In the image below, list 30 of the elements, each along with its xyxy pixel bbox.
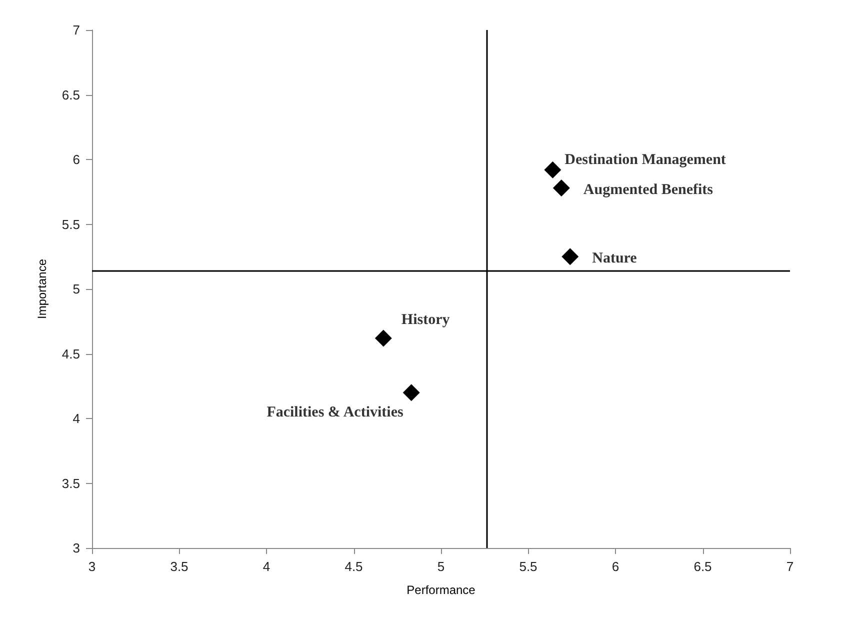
x-tick-label: 5.5 bbox=[519, 559, 538, 574]
x-tick-label: 5 bbox=[437, 559, 445, 574]
y-tick-label: 6.5 bbox=[62, 87, 80, 102]
x-tick-label: 4 bbox=[262, 559, 270, 574]
point bbox=[562, 248, 579, 266]
y-tick-label: 6 bbox=[72, 152, 80, 167]
x-tick-label: 6 bbox=[612, 559, 620, 574]
annotation: History bbox=[401, 312, 450, 328]
x-axis-title: Performance bbox=[406, 583, 476, 597]
x-tick-label: 6.5 bbox=[694, 559, 712, 574]
x-tick-label: 3.5 bbox=[170, 559, 188, 574]
y-tick-label: 3 bbox=[72, 540, 80, 556]
y-tick-label: 5 bbox=[72, 282, 80, 296]
point bbox=[402, 384, 420, 402]
point bbox=[374, 330, 392, 347]
point bbox=[544, 161, 562, 178]
y-tick-label: 4 bbox=[72, 411, 80, 426]
x-tick-label: 7 bbox=[786, 559, 794, 574]
y-tick-label: 4.5 bbox=[62, 346, 80, 362]
annotation: Nature bbox=[592, 250, 638, 267]
y-axis-title: Importance bbox=[35, 258, 49, 320]
y-tick-label: 5.5 bbox=[62, 216, 80, 232]
annotation: Facilities & Activities bbox=[266, 404, 404, 421]
annotation: Destination Management bbox=[564, 152, 726, 168]
annotation: Augmented Benefits bbox=[583, 182, 714, 198]
x-tick-label: 3 bbox=[88, 559, 96, 574]
y-tick-label: 3.5 bbox=[62, 476, 80, 491]
y-tick-label: 7 bbox=[72, 22, 80, 38]
point bbox=[552, 179, 570, 196]
x-tick-label: 4.5 bbox=[344, 559, 363, 574]
